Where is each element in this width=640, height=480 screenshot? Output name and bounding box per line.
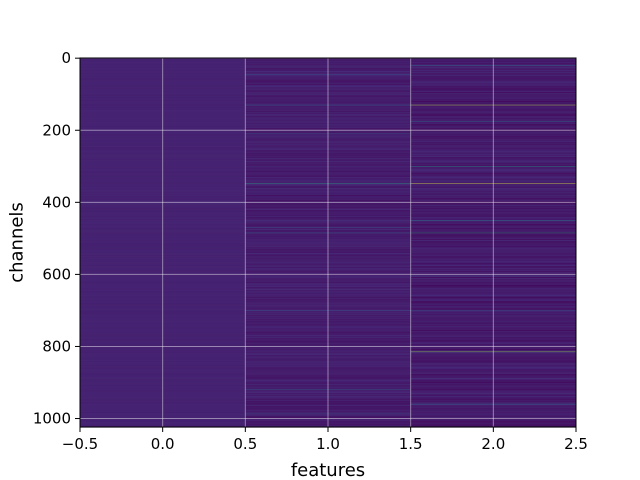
y-tick-label: 800 [42,337,71,355]
y-tick-label: 1000 [33,410,71,428]
y-tick-label: 0 [61,49,71,67]
y-tick-label: 200 [42,121,71,139]
y-axis-ticks: 0 200 400 600 800 1000 [33,49,80,428]
x-tick-label: 2.5 [564,435,588,453]
x-tick-label: 1.5 [399,435,423,453]
x-tick-label: 1.0 [316,435,340,453]
x-axis-label: features [291,460,365,480]
heatmap-cells [80,58,577,428]
x-axis-ticks: −0.5 0.0 0.5 1.0 1.5 2.0 2.5 [62,427,588,453]
y-tick-label: 400 [42,193,71,211]
y-axis-label: channels [6,202,27,283]
y-tick-label: 600 [42,265,71,283]
x-tick-label: 2.0 [481,435,505,453]
x-tick-label: 0.5 [233,435,257,453]
x-tick-label: 0.0 [151,435,175,453]
plot-area [79,57,577,428]
x-tick-label: −0.5 [62,435,98,453]
